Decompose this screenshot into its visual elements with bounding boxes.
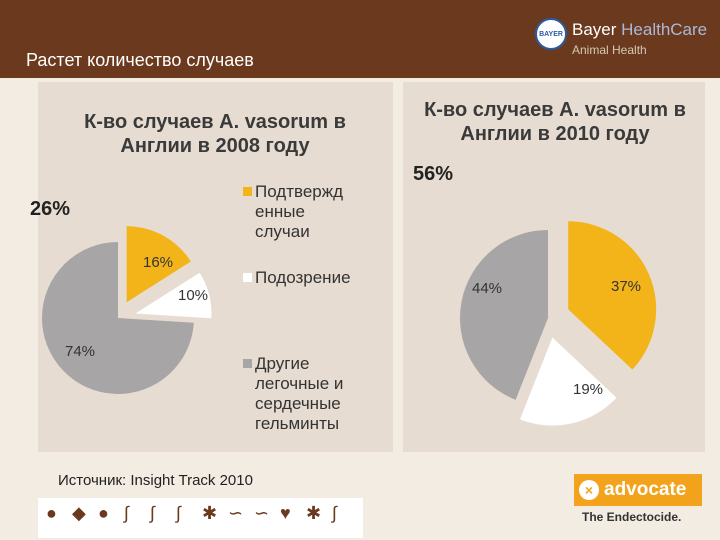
legend-label-other-4: гельминты xyxy=(255,414,340,433)
flea-icon: ● xyxy=(46,503,57,523)
roundworm-icon: ∽ xyxy=(228,503,244,523)
chart-title-2008: К-во случаев A. vasorum в Англии в 2008 … xyxy=(40,110,390,158)
legend-label-other-3: сердечные xyxy=(255,394,341,413)
pie-slice-2010-other xyxy=(459,230,548,400)
legend-label-confirmed-3: случаи xyxy=(255,222,310,241)
slice-label-suspected: 19% xyxy=(573,381,603,398)
slice-label-other: 74% xyxy=(65,343,95,360)
bayer-logo: BAYER xyxy=(535,18,567,50)
slice-label-confirmed: 37% xyxy=(611,278,641,295)
brand-name: Bayer HealthCare xyxy=(572,20,707,40)
brand-subtitle: Animal Health xyxy=(572,43,647,57)
advocate-brand-text: advocate xyxy=(604,479,687,500)
hookworm-icon: ∽ xyxy=(254,503,270,523)
heart-icon: ♥ xyxy=(280,503,291,523)
chart-title-2010: К-во случаев A. vasorum в Англии в 2010 … xyxy=(405,98,705,146)
mite-icon: ✱ xyxy=(202,503,218,523)
source-note: Источник: Insight Track 2010 xyxy=(58,472,253,489)
legend-swatch-suspected xyxy=(243,273,252,282)
pie-slice-2008-other xyxy=(42,242,194,395)
pie-slice-2008-confirmed xyxy=(126,226,191,303)
legend-item-other: Другие легочные и сердечные гельминты xyxy=(243,354,385,434)
pie-slice-2008-suspected xyxy=(135,272,212,319)
legend-label-other-1: Другие xyxy=(255,354,310,373)
annotation-2008: 26% xyxy=(30,198,71,220)
legend-swatch-other xyxy=(243,359,252,368)
legend-label-confirmed-2: енные xyxy=(255,202,305,221)
worm-icon: ∫ xyxy=(124,503,129,523)
slice-label-confirmed: 16% xyxy=(143,254,173,271)
advocate-mark-icon: × xyxy=(579,480,599,500)
brand-name-main: Bayer xyxy=(572,20,622,39)
brand-tagline: The Endectocide. xyxy=(582,510,682,524)
pie-slice-2010-suspected xyxy=(519,337,617,426)
legend-label-suspected: Подозрение xyxy=(255,268,351,287)
legend-item-confirmed: Подтвержд енные случаи xyxy=(243,182,385,242)
page-title: Растет количество случаев xyxy=(26,50,254,70)
slice-label-suspected: 10% xyxy=(178,287,208,304)
legend-swatch-confirmed xyxy=(243,187,252,196)
advocate-logo: × advocate xyxy=(574,474,702,506)
chart-title-2010-line1: К-во случаев A. vasorum в xyxy=(424,99,686,121)
chart-title-2010-line2: Англии в 2010 году xyxy=(460,123,650,145)
header-bar: Растет количество случаев BAYER Bayer He… xyxy=(0,0,720,78)
legend-label-other-2: легочные и xyxy=(255,374,344,393)
heartworm-icon: ∫ xyxy=(176,503,181,523)
chart-title-2008-line2: Англии в 2008 году xyxy=(120,135,310,157)
brand-name-accent: HealthCare xyxy=(621,20,708,39)
slice-label-other: 44% xyxy=(472,280,502,297)
pie-slice-2010-confirmed xyxy=(568,221,657,370)
ear-mite-icon: ✱ xyxy=(306,503,322,523)
tick-icon: ● xyxy=(98,503,109,523)
parasite-icons-strip: ● ◆ ● ∫ ∫ ∫ ✱ ∽ ∽ ♥ ✱ ∫ xyxy=(38,498,363,538)
legend-label-confirmed-1: Подтвержд xyxy=(255,182,344,201)
louse-icon: ◆ xyxy=(72,503,86,523)
whipworm-icon: ∫ xyxy=(332,503,337,523)
lungworm-icon: ∫ xyxy=(150,503,155,523)
annotation-2010: 56% xyxy=(413,163,454,185)
legend-item-suspected: Подозрение xyxy=(243,268,385,288)
chart-title-2008-line1: К-во случаев A. vasorum в xyxy=(84,111,346,133)
